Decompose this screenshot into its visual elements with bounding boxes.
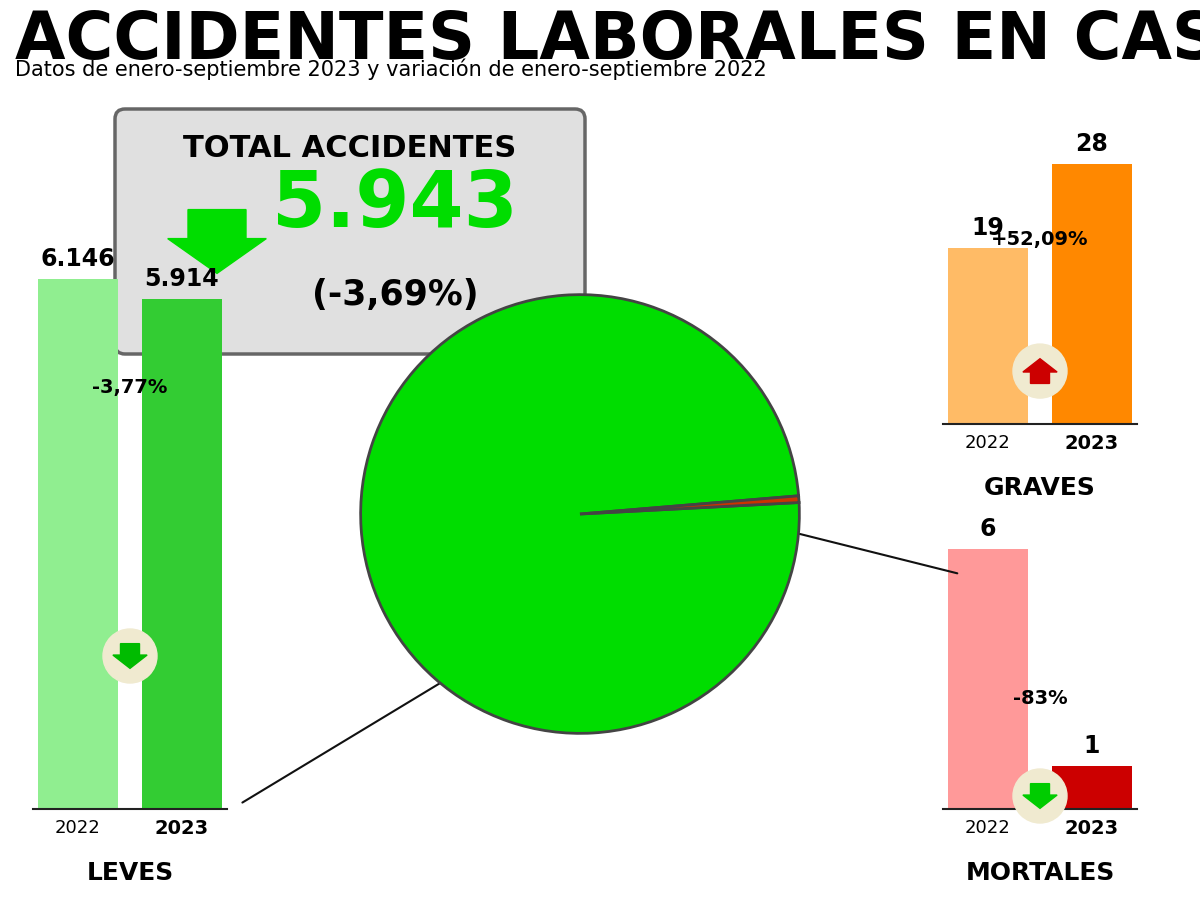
Text: 2023: 2023: [1064, 434, 1120, 453]
Circle shape: [103, 629, 157, 683]
Text: LEVES: LEVES: [86, 861, 174, 885]
Text: 2022: 2022: [965, 434, 1010, 452]
Text: 1: 1: [1084, 734, 1100, 758]
Text: +52,09%: +52,09%: [991, 230, 1088, 250]
Text: 2022: 2022: [55, 819, 101, 837]
Text: 5.914: 5.914: [145, 267, 220, 291]
Wedge shape: [580, 495, 799, 514]
Text: ACCIDENTES LABORALES EN CASTELLÓN: ACCIDENTES LABORALES EN CASTELLÓN: [14, 9, 1200, 73]
Text: Datos de enero-septiembre 2023 y variación de enero-septiembre 2022: Datos de enero-septiembre 2023 y variaci…: [14, 59, 767, 80]
Text: 6.146: 6.146: [41, 247, 115, 271]
Text: 2023: 2023: [155, 819, 209, 838]
Polygon shape: [168, 209, 266, 273]
Text: MORTALES: MORTALES: [965, 861, 1115, 885]
Text: -83%: -83%: [1013, 688, 1067, 707]
Circle shape: [1013, 344, 1067, 399]
Text: 2022: 2022: [965, 819, 1010, 837]
Bar: [1052, 766, 1132, 809]
Bar: [1052, 164, 1132, 424]
Bar: [142, 299, 222, 809]
Text: 6: 6: [979, 517, 996, 541]
Bar: [38, 279, 118, 809]
Polygon shape: [113, 643, 148, 668]
Polygon shape: [1022, 783, 1057, 808]
Wedge shape: [361, 294, 799, 733]
Text: 2023: 2023: [1064, 819, 1120, 838]
FancyBboxPatch shape: [115, 109, 586, 354]
Bar: [948, 248, 1028, 424]
Text: -3,77%: -3,77%: [92, 378, 168, 397]
Bar: [948, 549, 1028, 809]
Text: GRAVES: GRAVES: [984, 476, 1096, 500]
Text: 5.943: 5.943: [272, 166, 518, 242]
Text: 28: 28: [1075, 132, 1109, 156]
Text: (-3,69%): (-3,69%): [312, 278, 479, 312]
Polygon shape: [1022, 358, 1057, 383]
Text: TOTAL ACCIDENTES: TOTAL ACCIDENTES: [184, 134, 517, 163]
Text: 19: 19: [972, 216, 1004, 239]
Circle shape: [1013, 769, 1067, 823]
